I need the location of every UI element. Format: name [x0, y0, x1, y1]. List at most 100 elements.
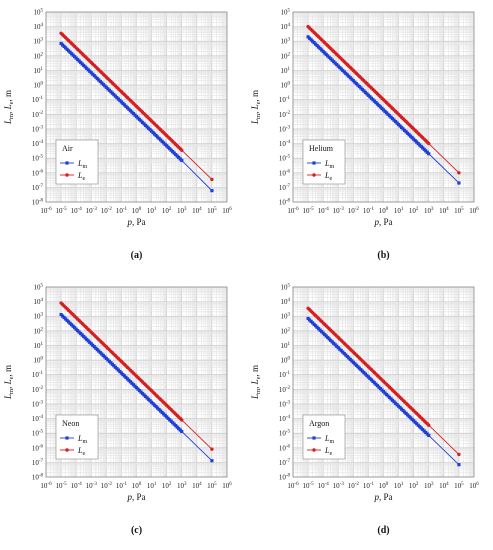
legend-swatch-marker [312, 448, 316, 452]
y-tick-label: 10-6 [279, 169, 291, 177]
series-Lm [306, 35, 461, 185]
series-Lm [306, 316, 461, 467]
y-tick-label: 10-7 [279, 184, 291, 192]
y-axis-label: Lm, Le, m [250, 90, 262, 125]
x-tick-label: 10-4 [71, 482, 83, 490]
legend-title: Neon [62, 419, 79, 428]
y-tick-label: 102 [34, 327, 44, 335]
x-tick-label: 10-4 [71, 207, 83, 215]
x-tick-label: 105 [454, 207, 464, 215]
y-tick-label: 101 [34, 342, 44, 350]
x-tick-label: 10-2 [348, 482, 360, 490]
x-tick-label: 10-4 [318, 482, 330, 490]
x-tick-label: 101 [394, 207, 404, 215]
x-tick-label: 104 [192, 207, 202, 215]
legend-swatch-marker [312, 173, 316, 177]
x-tick-label: 106 [222, 207, 232, 215]
x-tick-label: 10-2 [101, 207, 113, 215]
data-point-Lm [210, 459, 214, 463]
data-point-Lm [180, 429, 184, 434]
y-tick-label: 101 [281, 342, 291, 350]
x-tick-label: 10-5 [55, 207, 67, 215]
legend-swatch-marker [312, 161, 316, 165]
chart-panel-3: 10-6 10-5 10-4 10-3 10-2 10-1 100 101 102 103 104 1… [3, 284, 232, 537]
x-tick-label: 10-6 [287, 482, 299, 490]
x-tick-label: 100 [379, 482, 389, 490]
y-axis-label: Lm, Le, m [250, 365, 262, 400]
y-tick-label: 10-1 [279, 96, 291, 104]
y-tick-label: 102 [34, 52, 44, 60]
legend-label-Le: Le [324, 171, 332, 182]
plot-frame [292, 11, 475, 203]
plot-frame [45, 11, 228, 203]
panel-label: (a) [131, 250, 143, 261]
legend-label-Lm: Lm [324, 159, 334, 170]
data-point-Lm [210, 189, 214, 193]
x-tick-label: 10-4 [318, 207, 330, 215]
data-point-Le [427, 141, 431, 146]
y-tick-label: 10-6 [279, 444, 291, 452]
y-tick-label: 103 [34, 313, 44, 321]
y-axis-label: Lm, Le, m [3, 90, 15, 125]
y-tick-label: 10-2 [279, 386, 291, 394]
x-tick-label: 10-5 [302, 207, 314, 215]
y-tick-label: 10-1 [279, 371, 291, 379]
y-tick-label: 104 [281, 298, 291, 306]
x-tick-label: 106 [222, 482, 232, 490]
y-tick-label: 10-6 [32, 444, 44, 452]
y-tick-label: 10-8 [279, 474, 291, 482]
x-tick-label: 103 [424, 482, 434, 490]
legend-box [302, 414, 346, 460]
x-tick-label: 10-6 [40, 482, 52, 490]
y-tick-label: 103 [281, 313, 291, 321]
y-axis-label: Lm, Le, m [3, 365, 15, 400]
y-tick-label: 104 [34, 23, 44, 31]
legend-swatch-marker [65, 173, 69, 177]
legend-swatch-marker [65, 161, 69, 165]
series-Lm [59, 41, 214, 193]
legend-title: Air [62, 144, 73, 153]
legend-swatch-marker [65, 436, 69, 440]
data-point-Lm [457, 181, 461, 185]
y-tick-label: 105 [281, 284, 291, 292]
legend-box [55, 139, 99, 185]
x-tick-label: 10-3 [86, 207, 98, 215]
y-tick-label: 10-1 [32, 96, 44, 104]
y-tick-label: 10-3 [32, 400, 44, 408]
data-point-Le [180, 148, 184, 152]
y-tick-label: 10-4 [32, 415, 44, 423]
data-point-Le [180, 418, 184, 422]
x-tick-label: 103 [177, 482, 187, 490]
legend-swatch-marker [312, 436, 316, 440]
series-Le [59, 301, 214, 451]
y-tick-label: 10-6 [32, 169, 44, 177]
plot-frame [45, 286, 228, 478]
y-tick-label: 10-1 [32, 371, 44, 379]
y-tick-label: 102 [281, 327, 291, 335]
y-tick-label: 10-7 [32, 459, 44, 467]
x-tick-label: 106 [469, 482, 479, 490]
x-axis-label: p, Pa [127, 492, 146, 502]
x-tick-label: 101 [394, 482, 404, 490]
x-tick-label: 105 [454, 482, 464, 490]
x-tick-label: 102 [162, 207, 172, 215]
y-tick-label: 10-4 [279, 140, 291, 148]
legend-label-Le: Le [324, 446, 332, 457]
legend-title: Argon [309, 419, 329, 428]
plot-frame [292, 286, 475, 478]
y-tick-label: 100 [34, 357, 44, 365]
x-tick-label: 106 [469, 207, 479, 215]
x-tick-label: 104 [439, 482, 449, 490]
x-tick-label: 105 [207, 207, 217, 215]
y-tick-label: 10-4 [32, 140, 44, 148]
x-tick-label: 104 [439, 207, 449, 215]
y-tick-label: 104 [281, 23, 291, 31]
panel-label: (d) [377, 525, 389, 536]
legend-label-Le: Le [77, 171, 85, 182]
x-tick-label: 10-6 [287, 207, 299, 215]
y-tick-label: 103 [281, 38, 291, 46]
y-tick-label: 100 [281, 82, 291, 90]
y-tick-label: 100 [281, 357, 291, 365]
data-point-Lm [427, 152, 431, 156]
